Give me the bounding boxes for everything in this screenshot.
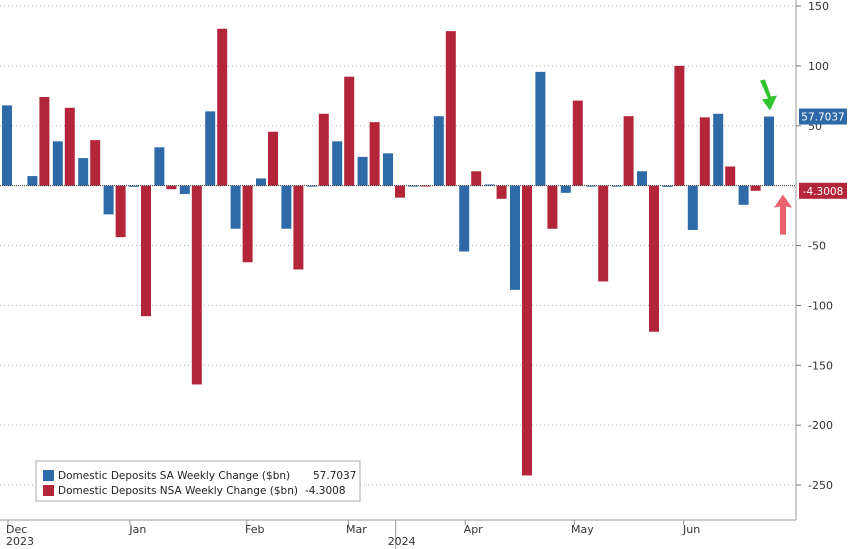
bar-sa: [27, 176, 38, 186]
bar-nsa: [242, 185, 253, 263]
bar-sa: [738, 185, 749, 205]
bar-sa: [230, 185, 241, 229]
bar-nsa: [191, 185, 202, 385]
bar-nsa: [623, 116, 634, 186]
bar-nsa: [674, 65, 685, 186]
bar-sa: [764, 116, 774, 186]
bar-nsa: [115, 185, 126, 238]
bar-sa: [306, 185, 317, 187]
bar-nsa: [90, 140, 101, 186]
bar-nsa: [369, 122, 380, 186]
bar-nsa: [268, 131, 278, 186]
legend-label-sa: Domestic Deposits SA Weekly Change ($bn): [58, 470, 290, 482]
callout-sa: [799, 108, 847, 125]
legend-value-nsa: -4.3008: [305, 485, 346, 497]
callout-sa-value: 57.7037: [801, 112, 844, 124]
bar-nsa: [471, 171, 482, 186]
bar-sa: [535, 71, 546, 186]
legend-value-sa: 57.7037: [313, 470, 356, 482]
bar-sa: [78, 158, 89, 186]
bar-nsa: [725, 166, 736, 186]
bar-sa: [713, 113, 724, 186]
x-month-label: Mar: [346, 523, 367, 536]
annotation-arrows: [760, 79, 792, 235]
bar-nsa: [64, 107, 75, 186]
bar-sa: [332, 141, 343, 186]
bar-sa: [408, 185, 419, 187]
y-tick-label: 100: [808, 60, 829, 73]
bar-nsa: [141, 185, 151, 317]
legend-swatch-nsa: [43, 485, 54, 496]
bar-sa: [637, 171, 647, 186]
x-month-label: Jan: [128, 523, 146, 536]
x-month-label: Feb: [245, 523, 264, 536]
bar-nsa: [166, 185, 177, 190]
bar-sa: [52, 141, 63, 186]
bar-sa: [687, 185, 698, 230]
x-month-label: May: [571, 523, 594, 536]
bar-nsa: [395, 185, 405, 198]
callout-nsa: [799, 182, 847, 199]
bar-nsa: [217, 28, 228, 186]
bar-sa: [281, 185, 292, 229]
bar-nsa: [750, 185, 761, 191]
x-month-label: Apr: [464, 523, 484, 536]
bar-sa: [433, 116, 444, 186]
bar-sa: [459, 185, 470, 252]
bar-sa: [383, 153, 393, 186]
x-year-label: 2024: [388, 535, 416, 548]
legend-box: [35, 460, 361, 502]
bar-nsa: [547, 185, 558, 229]
bar-sa: [205, 111, 216, 186]
y-tick-label: -50: [808, 240, 826, 253]
bar-sa: [662, 185, 673, 187]
bar-nsa: [649, 185, 659, 332]
bars: [2, 28, 774, 476]
green-down-arrow-icon: [760, 79, 777, 111]
bar-nsa: [598, 185, 609, 282]
bar-nsa: [420, 185, 431, 187]
bar-nsa: [572, 100, 583, 186]
bar-nsa: [39, 97, 50, 186]
bar-sa: [154, 147, 165, 186]
bar-nsa: [344, 76, 355, 186]
legend-label-nsa: Domestic Deposits NSA Weekly Change ($bn…: [58, 485, 298, 497]
bar-sa: [560, 185, 571, 193]
y-tick-label: -200: [808, 419, 833, 432]
bar-sa: [256, 178, 266, 186]
legend: Domestic Deposits SA Weekly Change ($bn)…: [35, 460, 361, 502]
bar-sa: [357, 156, 368, 186]
bar-nsa: [318, 113, 329, 186]
bar-sa: [586, 185, 597, 187]
bar-nsa: [522, 185, 532, 476]
bar-sa: [510, 185, 520, 290]
x-month-label: Dec: [6, 523, 27, 536]
bar-nsa: [445, 31, 456, 186]
bar-sa: [2, 105, 12, 186]
last-value-callouts: 57.7037 -4.3008: [799, 108, 847, 199]
bar-nsa: [699, 117, 710, 186]
bar-nsa: [293, 185, 304, 270]
bar-sa: [129, 185, 139, 187]
legend-swatch-sa: [43, 470, 54, 481]
x-month-label: Jun: [682, 523, 700, 536]
y-tick-label: -150: [808, 359, 833, 372]
red-up-arrow-icon: [774, 194, 792, 235]
bar-sa: [484, 184, 495, 186]
callout-nsa-value: -4.3008: [803, 186, 844, 198]
bar-nsa: [496, 185, 507, 199]
bar-sa: [103, 185, 114, 215]
y-tick-label: -100: [808, 299, 833, 312]
y-tick-label: 150: [808, 0, 829, 13]
bar-sa: [179, 185, 190, 195]
x-year-label: 2023: [6, 535, 34, 548]
y-tick-label: -250: [808, 479, 833, 492]
